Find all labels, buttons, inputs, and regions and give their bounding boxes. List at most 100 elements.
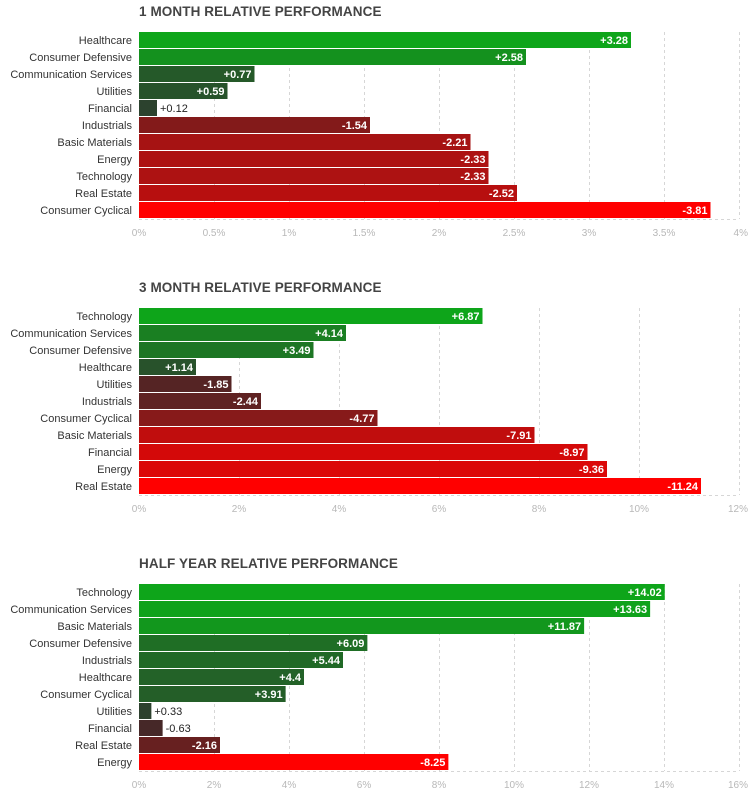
bar-value-label: -2.33 xyxy=(460,171,485,183)
category-label: Healthcare xyxy=(79,362,132,374)
x-tick-label: 2% xyxy=(207,780,222,791)
positive-bar xyxy=(139,686,286,702)
x-tick-label: 0% xyxy=(132,504,147,515)
negative-bar xyxy=(139,410,378,426)
x-tick-label: 2% xyxy=(432,228,447,239)
category-label: Basic Materials xyxy=(57,137,132,149)
bar-value-label: +0.77 xyxy=(224,69,252,81)
category-label: Industrials xyxy=(82,655,133,667)
category-label: Healthcare xyxy=(79,672,132,684)
positive-bar xyxy=(139,601,651,617)
category-label: Consumer Cyclical xyxy=(40,689,132,701)
bar-value-label: +4.14 xyxy=(315,328,344,340)
bar-value-label: +3.91 xyxy=(255,689,283,701)
x-tick-label: 1% xyxy=(282,228,297,239)
x-tick-label: 4% xyxy=(734,228,749,239)
x-tick-label: 2% xyxy=(232,504,247,515)
positive-bar xyxy=(139,342,314,358)
x-tick-label: 8% xyxy=(432,780,447,791)
category-label: Financial xyxy=(88,103,132,115)
x-tick-label: 14% xyxy=(654,780,674,791)
negative-bar xyxy=(139,478,701,494)
bar-value-label: -4.77 xyxy=(349,413,374,425)
category-label: Energy xyxy=(97,464,132,476)
x-tick-label: 2.5% xyxy=(503,228,526,239)
category-label: Utilities xyxy=(97,86,133,98)
negative-bar xyxy=(139,737,220,753)
bar-value-label: -8.97 xyxy=(559,447,584,459)
three-month-chart-title: 3 MONTH RELATIVE PERFORMANCE xyxy=(139,280,382,295)
x-tick-label: 12% xyxy=(579,780,599,791)
x-tick-label: 0% xyxy=(132,780,147,791)
negative-bar xyxy=(139,376,232,392)
x-tick-label: 12% xyxy=(728,504,748,515)
bar-value-label: +6.09 xyxy=(337,638,365,650)
negative-bar xyxy=(139,754,449,770)
bar-value-label: +13.63 xyxy=(613,604,647,616)
positive-bar xyxy=(139,32,631,48)
category-label: Utilities xyxy=(97,706,133,718)
bar-value-label: -11.24 xyxy=(667,481,698,493)
negative-bar xyxy=(139,151,489,167)
bar-value-label: -8.25 xyxy=(420,757,445,769)
bar-value-label: -7.91 xyxy=(506,430,531,442)
positive-bar xyxy=(139,703,152,719)
one-month-performance-chart: 1 MONTH RELATIVE PERFORMANCE 0% 0.5% 1% 1.5… xyxy=(0,0,754,250)
x-tick-label: 1.5% xyxy=(353,228,376,239)
one-month-chart-title: 1 MONTH RELATIVE PERFORMANCE xyxy=(139,4,382,19)
bar-value-label: -2.21 xyxy=(442,137,467,149)
category-label: Energy xyxy=(97,757,132,769)
category-label: Energy xyxy=(97,154,132,166)
x-tick-label: 6% xyxy=(432,504,447,515)
positive-bar xyxy=(139,359,196,375)
positive-bar xyxy=(139,83,228,99)
category-label: Communication Services xyxy=(10,604,132,616)
positive-bar xyxy=(139,618,585,634)
x-tick-label: 16% xyxy=(728,780,748,791)
bar-value-label: -1.85 xyxy=(203,379,228,391)
bar-value-label: +2.58 xyxy=(495,52,523,64)
category-label: Real Estate xyxy=(75,188,132,200)
bar-value-label: +4.4 xyxy=(279,672,302,684)
bar-value-label: -2.33 xyxy=(460,154,485,166)
negative-bar xyxy=(139,444,588,460)
negative-bar xyxy=(139,134,471,150)
half-year-chart-title: HALF YEAR RELATIVE PERFORMANCE xyxy=(139,556,399,571)
bar-value-label: +5.44 xyxy=(312,655,341,667)
category-label: Industrials xyxy=(82,120,133,132)
bar-value-label: +11.87 xyxy=(548,621,581,633)
positive-bar xyxy=(139,584,665,600)
category-label: Technology xyxy=(76,311,132,323)
category-label: Financial xyxy=(88,447,132,459)
negative-bar xyxy=(139,720,163,736)
negative-bar xyxy=(139,427,535,443)
x-tick-label: 8% xyxy=(532,504,547,515)
bar-value-label: -2.44 xyxy=(233,396,259,408)
positive-bar xyxy=(139,49,526,65)
category-label: Consumer Cyclical xyxy=(40,413,132,425)
category-label: Communication Services xyxy=(10,328,132,340)
x-tick-label: 0.5% xyxy=(203,228,226,239)
positive-bar xyxy=(139,652,343,668)
category-label: Consumer Defensive xyxy=(29,52,132,64)
bar-value-label: +0.59 xyxy=(197,86,225,98)
one-month-chart-plot: 0% 0.5% 1% 1.5% 2% 2.5% 3% 3.5% 4% Healthcare +3.2… xyxy=(10,32,749,239)
x-tick-label: 3% xyxy=(582,228,597,239)
category-label: Communication Services xyxy=(10,69,132,81)
bar-value-label: +0.33 xyxy=(154,706,182,718)
bar-value-label: +3.28 xyxy=(600,35,628,47)
x-tick-label: 6% xyxy=(357,780,372,791)
category-label: Real Estate xyxy=(75,481,132,493)
bar-value-label: +6.87 xyxy=(452,311,480,323)
positive-bar xyxy=(139,635,368,651)
category-label: Industrials xyxy=(82,396,133,408)
x-tick-label: 0% xyxy=(132,228,147,239)
x-tick-label: 10% xyxy=(629,504,649,515)
positive-bar xyxy=(139,308,483,324)
x-tick-label: 4% xyxy=(282,780,297,791)
bar-value-label: +3.49 xyxy=(283,345,311,357)
bar-value-label: -0.63 xyxy=(166,723,191,735)
category-label: Technology xyxy=(76,171,132,183)
category-label: Technology xyxy=(76,587,132,599)
